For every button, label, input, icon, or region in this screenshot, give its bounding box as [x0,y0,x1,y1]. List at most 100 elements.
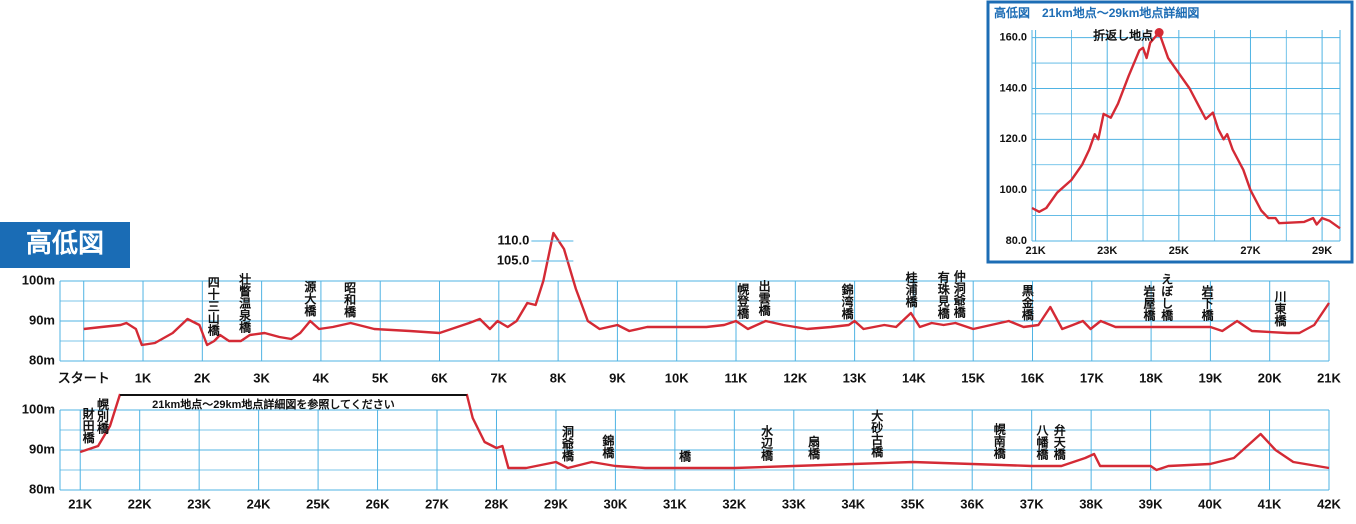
x-tick-label: 16K [1021,370,1045,385]
elevation-line [83,231,1330,347]
y-tick-label: 100m [22,272,55,287]
x-tick-label: 13K [843,370,867,385]
inset-frame [986,0,1354,264]
bridge-label: 水辺橋 [760,424,774,462]
x-tick-label: 30K [603,496,627,511]
turnaround-label: 折返し地点 [1093,28,1153,43]
peak-tick-label: 110.0 [498,232,530,247]
y-tick-label: 120.0 [999,133,1027,145]
x-tick-label: 37K [1020,496,1044,511]
bridge-label: 幌南橋 [992,421,1006,459]
x-tick-label: 8K [550,370,567,385]
x-tick-label: 10K [665,370,689,385]
inset-title: 高低図 21km地点〜29km地点詳細図 [994,5,1199,20]
bridge-label: えぼし橋 [1160,273,1174,322]
x-tick-label: スタート [58,370,110,385]
x-tick-label: 19K [1198,370,1222,385]
x-tick-label: 17K [1080,370,1104,385]
x-tick-label: 25K [1169,245,1189,257]
header-box [0,222,130,268]
bridge-label: 弁天橋 [1052,423,1066,461]
x-tick-label: 36K [960,496,984,511]
bridge-label: 八幡橋 [1035,424,1049,461]
x-tick-label: 42K [1317,496,1341,511]
x-tick-label: 7K [491,370,508,385]
x-tick-label: 23K [1097,245,1117,257]
bridge-label: 有珠見橋 [936,269,950,319]
x-tick-label: 4K [313,370,330,385]
bridge-label: 財田橋 [81,406,95,444]
x-tick-label: 31K [663,496,687,511]
x-tick-label: 29K [1312,245,1332,257]
elevation-line [1031,31,1341,230]
y-tick-label: 90m [29,312,55,327]
x-tick-label: 20K [1258,370,1282,385]
y-tick-label: 140.0 [999,82,1027,94]
y-tick-label: 80m [29,481,55,496]
elevation-line [79,393,1330,472]
header-title: 高低図 [26,228,104,258]
bridge-label: 岩下橋 [1200,284,1214,322]
note-text: 21km地点〜29km地点詳細図を参照してください [152,397,395,411]
x-tick-label: 21K [1025,245,1045,257]
x-tick-label: 11K [724,370,748,385]
x-tick-label: 38K [1079,496,1103,511]
x-tick-label: 32K [722,496,746,511]
bridge-label: 仲洞爺橋 [952,269,966,319]
bridge-label: 川東橋 [1273,290,1287,327]
x-tick-label: 23K [187,496,211,511]
y-tick-label: 90m [29,441,55,456]
bridge-label: 黒金橋 [1020,284,1034,321]
bridge-label: 源大橋 [303,279,317,317]
bridge-label: 岩屋橋 [1142,284,1156,322]
x-tick-label: 5K [372,370,389,385]
x-tick-label: 2K [194,370,211,385]
bridge-label: 洞爺橋 [560,425,574,462]
x-tick-label: 35K [901,496,925,511]
x-tick-label: 39K [1139,496,1163,511]
bridge-label: 幌別橋 [95,397,109,435]
bridge-label: 橋 [678,449,692,463]
x-tick-label: 9K [609,370,626,385]
y-tick-label: 100.0 [999,184,1027,196]
x-tick-label: 33K [782,496,806,511]
y-tick-label: 100m [22,401,55,416]
bridge-label: 錦橋 [601,433,615,459]
peak-tick-label: 105.0 [497,252,530,267]
x-tick-label: 26K [366,496,390,511]
x-tick-label: 6K [431,370,448,385]
bridge-label: 昭和橋 [343,281,357,318]
bridge-label: 扇橋 [807,434,821,460]
x-tick-label: 12K [783,370,807,385]
bridge-label: 幌登橋 [736,282,750,320]
x-tick-label: 14K [902,370,926,385]
y-tick-label: 160.0 [999,32,1027,44]
x-tick-label: 27K [1240,245,1260,257]
bridge-label: 壮瞥温泉橋 [238,272,252,334]
x-tick-label: 1K [135,370,152,385]
x-tick-label: 3K [253,370,270,385]
bridge-label: 大砂古橋 [870,408,884,458]
x-tick-label: 21K [68,496,92,511]
y-tick-label: 80m [29,352,55,367]
x-tick-label: 41K [1258,496,1282,511]
x-tick-label: 34K [841,496,865,511]
x-tick-label: 25K [306,496,330,511]
x-tick-label: 18K [1139,370,1163,385]
turnaround-marker [1154,28,1164,38]
x-tick-label: 27K [425,496,449,511]
bridge-label: 錦湾橋 [840,282,854,320]
bridge-label: 桂浦橋 [904,270,918,308]
bridge-label: 出雲橋 [757,279,771,317]
y-tick-label: 80.0 [1006,235,1027,247]
x-tick-label: 29K [544,496,568,511]
x-tick-label: 24K [247,496,271,511]
x-tick-label: 28K [485,496,509,511]
x-tick-label: 40K [1198,496,1222,511]
bridge-label: 四十三山橋 [206,276,220,337]
x-tick-label: 22K [128,496,152,511]
x-tick-label: 21K [1317,370,1341,385]
x-tick-label: 15K [961,370,985,385]
